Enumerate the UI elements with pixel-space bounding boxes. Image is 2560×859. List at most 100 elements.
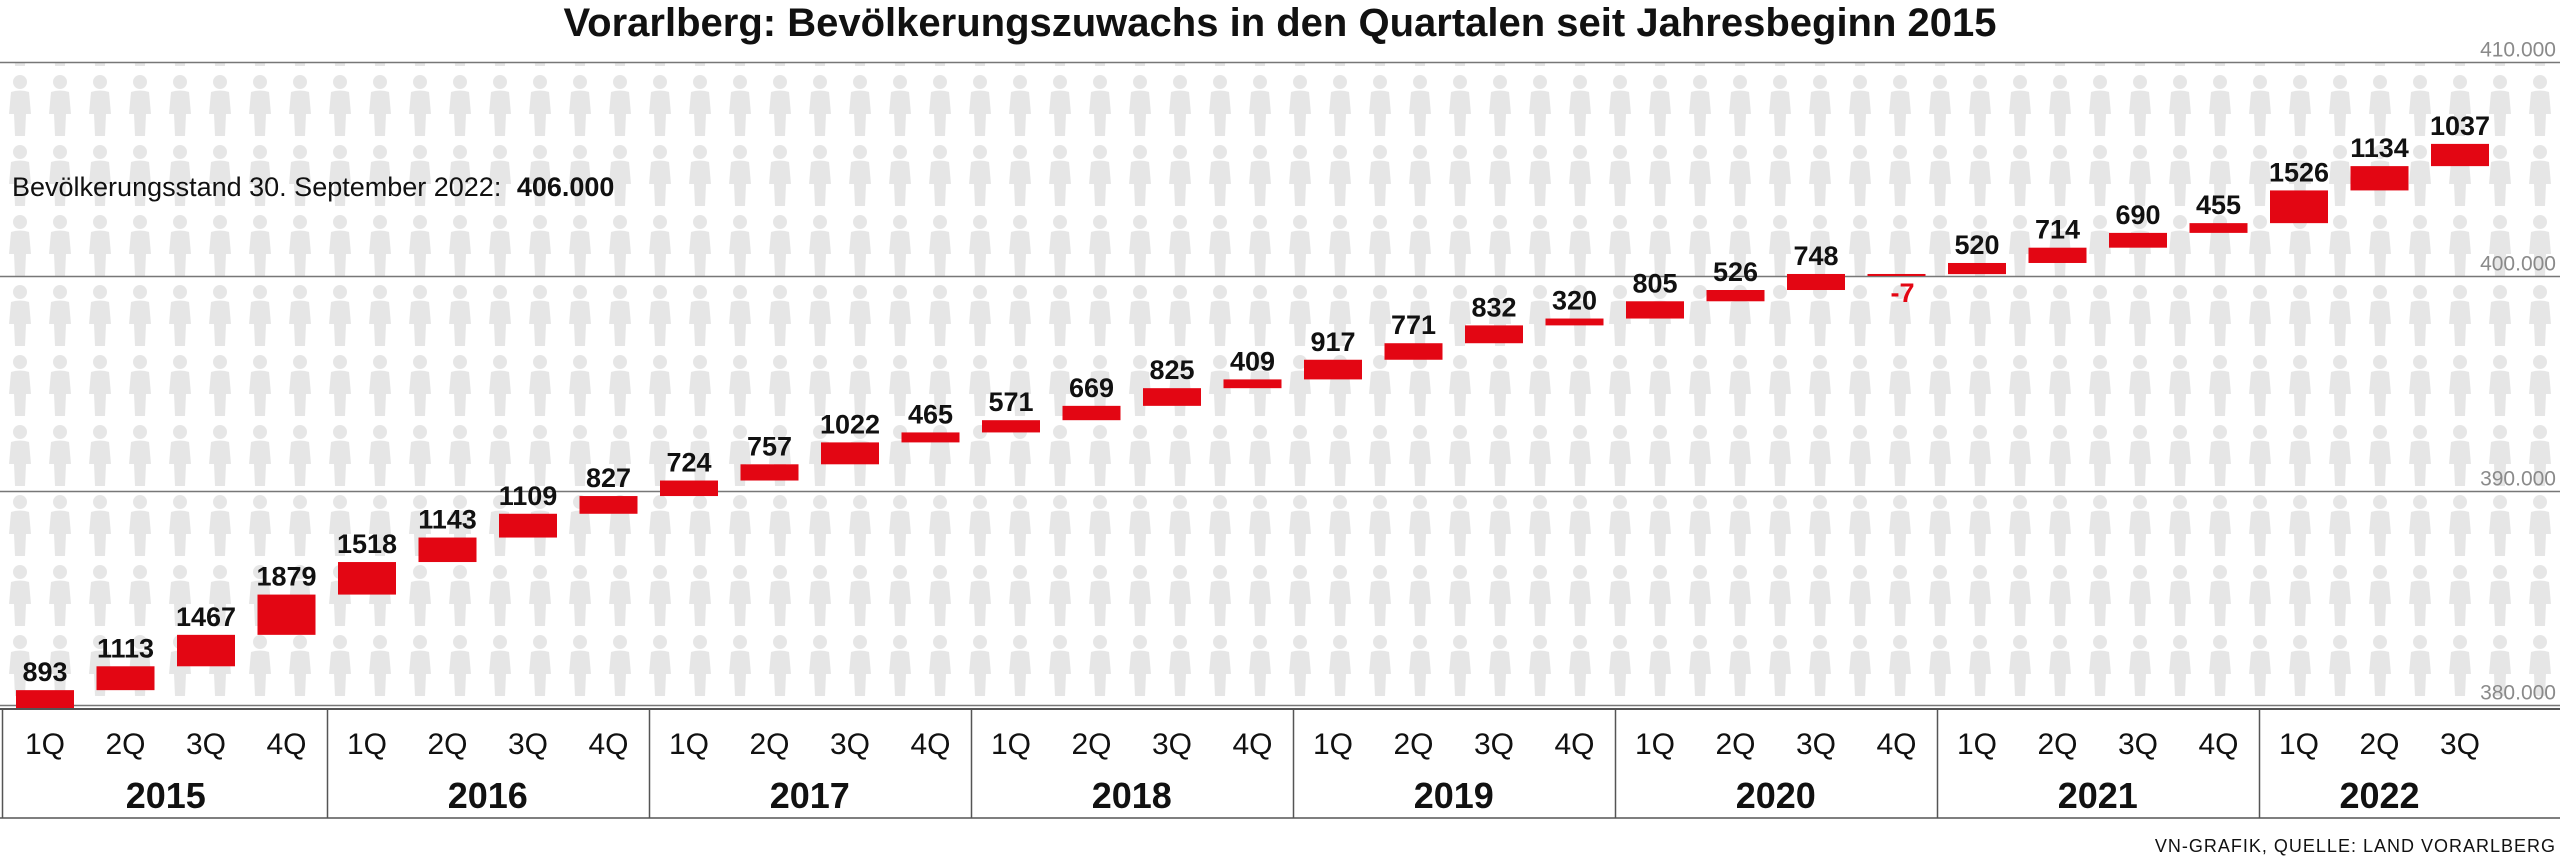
- bar-2018-3Q: [1143, 388, 1201, 406]
- quarter-label: 1Q: [2279, 728, 2319, 761]
- gridlines: 380.000 390.000 400.000 410.000: [0, 39, 2560, 707]
- bar-2016-4Q: [579, 496, 638, 514]
- bar-2018-4Q: [1223, 379, 1282, 389]
- quarter-label: 4Q: [910, 728, 950, 761]
- bar-2022-3Q: [2431, 143, 2489, 167]
- quarter-label: 4Q: [2198, 728, 2238, 761]
- bar-2017-1Q: [660, 480, 718, 497]
- year-label-2020: 2020: [1736, 775, 1816, 816]
- value-label-2020-2Q: 526: [1713, 257, 1758, 287]
- value-label-2021-1Q: 520: [1954, 230, 1999, 260]
- bar-2016-2Q: [418, 537, 477, 563]
- bar-2017-3Q: [821, 442, 879, 465]
- quarter-label: 3Q: [1474, 728, 1514, 761]
- value-label-2019-4Q: 320: [1552, 286, 1597, 316]
- year-label-2019: 2019: [1414, 775, 1494, 816]
- value-label-2016-2Q: 1143: [418, 505, 477, 535]
- bar-2020-2Q: [1706, 290, 1765, 302]
- value-label-2020-3Q: 748: [1793, 241, 1838, 271]
- y-tick-label: 380.000: [2480, 682, 2556, 705]
- quarter-label: 3Q: [2118, 728, 2158, 761]
- value-label-2016-1Q: 1518: [337, 529, 397, 559]
- value-label-2018-4Q: 409: [1230, 346, 1275, 376]
- quarter-label: 3Q: [186, 728, 226, 761]
- value-label-2016-4Q: 827: [586, 463, 631, 493]
- value-label-2018-2Q: 669: [1069, 373, 1114, 403]
- value-label-2019-1Q: 917: [1310, 327, 1355, 357]
- bar-2021-1Q: [1948, 262, 2006, 275]
- bar-2021-2Q: [2028, 247, 2087, 263]
- bar-2015-1Q: [16, 690, 74, 710]
- quarter-label: 1Q: [1313, 728, 1353, 761]
- quarter-label: 2Q: [1071, 728, 1111, 761]
- year-label-2022: 2022: [2339, 775, 2419, 816]
- bar-2019-1Q: [1304, 359, 1362, 380]
- value-label-2022-3Q: 1037: [2430, 111, 2490, 141]
- quarter-label: 2Q: [2359, 728, 2399, 761]
- bar-2020-3Q: [1787, 273, 1845, 291]
- year-label-2021: 2021: [2058, 775, 2138, 816]
- quarter-label: 4Q: [1876, 728, 1916, 761]
- value-label-2022-2Q: 1134: [2350, 133, 2409, 163]
- bar-2021-4Q: [2189, 223, 2248, 233]
- quarter-label: 1Q: [347, 728, 387, 761]
- quarter-label: 1Q: [25, 728, 65, 761]
- bar-2017-2Q: [740, 464, 799, 481]
- bar-2015-2Q: [96, 666, 155, 691]
- bar-2015-3Q: [177, 634, 235, 667]
- quarter-label: 1Q: [669, 728, 709, 761]
- value-label-2015-4Q: 1879: [256, 562, 316, 592]
- year-label-2016: 2016: [448, 775, 528, 816]
- population-annotation-value: 406.000: [517, 172, 615, 202]
- quarter-label: 3Q: [2440, 728, 2480, 761]
- bar-2016-3Q: [499, 513, 557, 538]
- bar-2022-2Q: [2350, 166, 2409, 191]
- value-label-2020-1Q: 805: [1632, 268, 1677, 298]
- bar-2019-2Q: [1384, 343, 1443, 360]
- value-label-2017-4Q: 465: [908, 399, 953, 429]
- value-label-2017-2Q: 757: [747, 431, 792, 461]
- quarter-label: 4Q: [1554, 728, 1594, 761]
- bar-2022-1Q: [2270, 190, 2328, 224]
- quarter-label: 2Q: [2037, 728, 2077, 761]
- bar-2016-1Q: [338, 562, 396, 595]
- quarter-label: 3Q: [1152, 728, 1192, 761]
- value-label-2018-3Q: 825: [1149, 355, 1194, 385]
- value-label-2015-1Q: 893: [22, 657, 67, 687]
- y-tick-label: 410.000: [2480, 39, 2556, 62]
- bar-2018-1Q: [982, 420, 1040, 433]
- bars: [16, 143, 2489, 710]
- year-label-2018: 2018: [1092, 775, 1172, 816]
- quarter-label: 2Q: [1393, 728, 1433, 761]
- value-label-2018-1Q: 571: [988, 387, 1033, 417]
- bar-2021-3Q: [2109, 232, 2167, 248]
- bar-2020-1Q: [1626, 301, 1684, 319]
- value-label-2016-3Q: 1109: [499, 481, 558, 511]
- quarter-label: 1Q: [1957, 728, 1997, 761]
- bar-2017-4Q: [901, 432, 960, 443]
- y-tick-label: 390.000: [2480, 468, 2556, 491]
- value-label-2020-4Q: -7: [1890, 278, 1914, 308]
- x-axis: 1Q 2Q 3Q 4Q 1Q 2Q 3Q 4Q 1Q 2Q 3Q 4Q 1Q 2Q 3Q 4Q 1Q 2Q 3Q 4Q…: [0, 708, 2560, 819]
- value-label-2022-1Q: 1526: [2269, 157, 2329, 187]
- bar-2019-4Q: [1545, 318, 1604, 326]
- quarter-label: 2Q: [1715, 728, 1755, 761]
- quarter-label: 2Q: [105, 728, 145, 761]
- quarter-label: 3Q: [508, 728, 548, 761]
- value-label-2021-2Q: 714: [2035, 215, 2080, 245]
- quarter-label: 2Q: [749, 728, 789, 761]
- value-label-2015-2Q: 1113: [97, 633, 154, 663]
- year-label-2017: 2017: [770, 775, 850, 816]
- chart-title: Vorarlberg: Bevölkerungszuwachs in den Q…: [563, 1, 1996, 45]
- quarter-label: 4Q: [588, 728, 628, 761]
- bar-2018-2Q: [1062, 405, 1121, 421]
- value-label-2021-4Q: 455: [2196, 190, 2241, 220]
- value-label-2019-2Q: 771: [1391, 310, 1436, 340]
- value-label-2017-3Q: 1022: [820, 409, 880, 439]
- value-labels: 893 1113 1467 1879 1518 1143 1109 827 724 757 1022…: [22, 111, 2490, 687]
- value-label-2017-1Q: 724: [666, 448, 711, 478]
- value-label-2019-3Q: 832: [1471, 292, 1516, 322]
- quarter-label: 2Q: [427, 728, 467, 761]
